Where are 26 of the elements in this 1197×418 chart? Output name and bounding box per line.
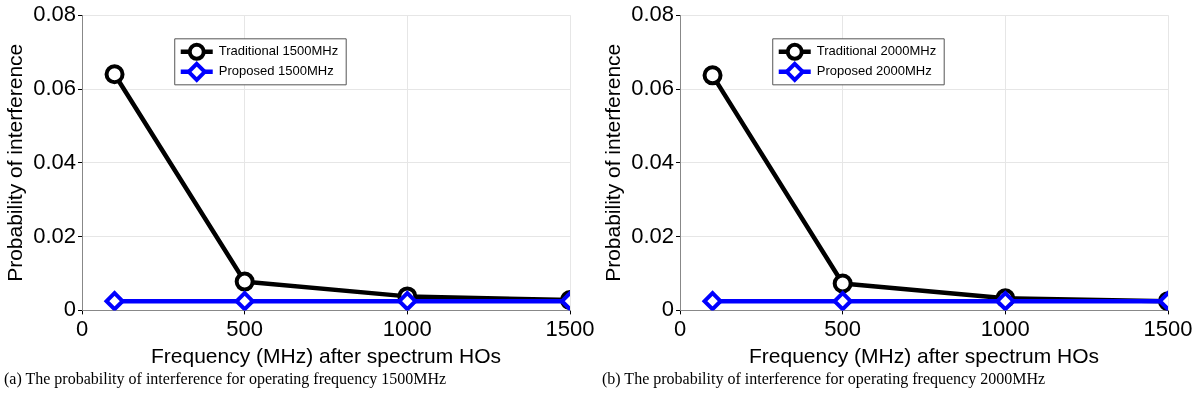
legend-label: Proposed 1500MHz bbox=[218, 63, 334, 79]
y-axis-title: Probability of interference bbox=[3, 43, 27, 282]
x-tick-label: 1500 bbox=[545, 315, 595, 341]
y-tick-label: 0.04 bbox=[33, 148, 77, 174]
y-tick-label: 0.08 bbox=[631, 1, 675, 27]
y-tick-label: 0 bbox=[661, 296, 675, 322]
y-tick-label: 0.06 bbox=[33, 75, 77, 101]
x-axis-title: Frequency (MHz) after spectrum HOs bbox=[150, 344, 502, 368]
y-tick-label: 0.02 bbox=[631, 222, 675, 248]
y-tick-label: 0.02 bbox=[33, 222, 77, 248]
legend-label: Proposed 2000MHz bbox=[816, 63, 932, 79]
x-axis-title: Frequency (MHz) after spectrum HOs bbox=[748, 344, 1100, 368]
x-tick-label: 1000 bbox=[382, 315, 432, 341]
y-tick-label: 0.06 bbox=[631, 75, 675, 101]
x-tick-label: 500 bbox=[824, 315, 862, 341]
y-tick-label: 0 bbox=[63, 296, 77, 322]
legend-label: Traditional 1500MHz bbox=[218, 43, 339, 59]
x-tick-label: 1000 bbox=[980, 315, 1030, 341]
y-tick-label: 0.04 bbox=[631, 148, 675, 174]
x-tick-label: 500 bbox=[226, 315, 264, 341]
legend-label: Traditional 2000MHz bbox=[816, 43, 937, 59]
text: (b) The probability of interference for operating frequency 2000MHz bbox=[602, 370, 1047, 387]
y-tick-label: 0.08 bbox=[33, 1, 77, 27]
x-tick-label: 1500 bbox=[1143, 315, 1193, 341]
y-axis-title: Probability of interference bbox=[601, 43, 625, 282]
text: (a) The probability of interference for operating frequency 1500MHz bbox=[4, 370, 448, 387]
